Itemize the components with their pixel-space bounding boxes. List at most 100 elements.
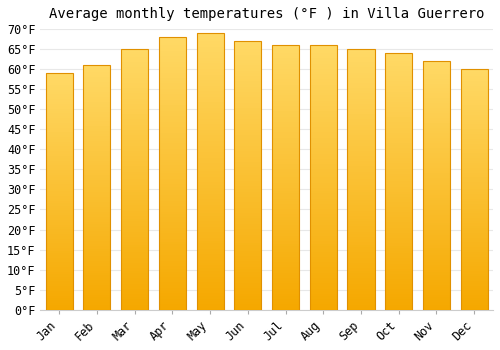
Bar [234,197,262,199]
Bar [423,178,450,181]
Bar [84,183,110,185]
Bar [159,56,186,59]
Bar [159,223,186,225]
Bar [310,254,337,257]
Bar [385,243,412,246]
Bar [84,241,110,244]
Bar [121,54,148,57]
Bar [272,45,299,310]
Bar [196,218,224,221]
Bar [310,299,337,302]
Bar [310,93,337,95]
Bar [460,276,488,279]
Bar [46,144,73,147]
Bar [234,130,262,132]
Bar [121,140,148,143]
Bar [423,91,450,93]
Bar [234,138,262,140]
Bar [310,130,337,132]
Bar [84,307,110,310]
Bar [423,98,450,101]
Bar [46,116,73,118]
Bar [46,99,73,102]
Bar [84,285,110,288]
Bar [121,146,148,148]
Bar [121,193,148,195]
Bar [46,220,73,222]
Bar [234,191,262,194]
Bar [460,184,488,187]
Bar [196,301,224,304]
Bar [272,132,299,135]
Bar [423,74,450,76]
Bar [272,180,299,183]
Bar [348,187,374,190]
Bar [348,153,374,156]
Bar [348,65,374,67]
Bar [46,76,73,78]
Bar [196,169,224,172]
Bar [159,157,186,160]
Bar [272,111,299,114]
Bar [196,263,224,265]
Bar [348,289,374,292]
Bar [310,148,337,151]
Bar [159,108,186,111]
Bar [159,231,186,233]
Bar [84,134,110,136]
Bar [385,217,412,220]
Bar [46,97,73,99]
Bar [272,45,299,48]
Bar [84,195,110,197]
Bar [159,165,186,168]
Bar [348,161,374,164]
Bar [385,274,412,276]
Bar [385,125,412,127]
Bar [234,108,262,111]
Bar [234,159,262,162]
Bar [460,125,488,127]
Bar [423,71,450,74]
Bar [460,69,488,71]
Bar [348,281,374,284]
Bar [121,224,148,226]
Bar [310,88,337,90]
Bar [310,201,337,204]
Bar [460,230,488,233]
Bar [84,248,110,251]
Bar [159,160,186,162]
Bar [84,298,110,300]
Bar [310,143,337,146]
Bar [84,188,110,190]
Bar [159,201,186,203]
Bar [159,225,186,228]
Bar [121,80,148,83]
Bar [310,167,337,169]
Bar [423,223,450,225]
Bar [423,265,450,267]
Bar [84,97,110,99]
Bar [423,228,450,230]
Bar [121,86,148,88]
Bar [460,197,488,199]
Bar [159,70,186,72]
Bar [272,114,299,117]
Bar [310,233,337,236]
Bar [121,247,148,250]
Bar [121,112,148,114]
Bar [46,305,73,307]
Bar [121,234,148,237]
Bar [159,280,186,282]
Bar [159,103,186,105]
Bar [196,240,224,243]
Bar [159,62,186,64]
Bar [196,38,224,41]
Bar [84,139,110,141]
Bar [310,238,337,241]
Bar [385,115,412,117]
Bar [460,300,488,302]
Bar [460,98,488,100]
Bar [385,150,412,153]
Bar [196,221,224,224]
Bar [460,233,488,235]
